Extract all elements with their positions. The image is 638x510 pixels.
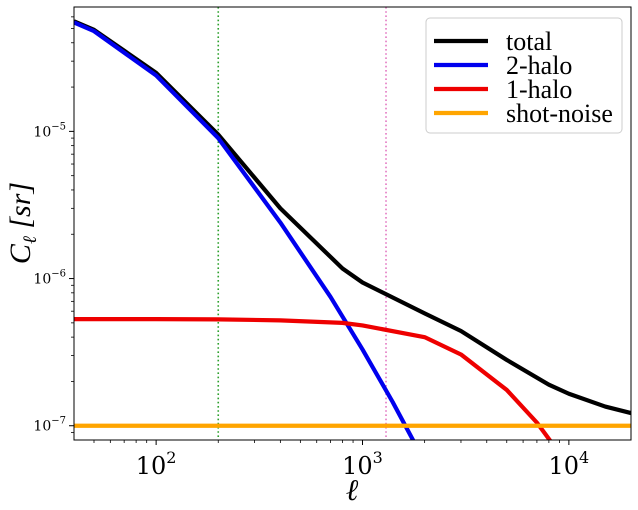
y-axis-label-unit: [sr] [4,182,37,229]
legend-label-1-halo: 1-halo [506,75,572,104]
series-line-1-halo [74,317,553,440]
plot-frame [73,6,632,441]
legend-label-shot-noise: shot-noise [506,99,613,128]
legend-label-total: total [506,27,552,56]
y-tick-label: 10−5 [33,121,66,140]
legend-box [425,17,623,134]
y-axis-label-symbol: C [4,243,37,264]
series-line-2-halo [74,20,416,440]
y-tick-label: 10−7 [33,416,66,435]
y-tick-label: 10−6 [33,269,66,288]
y-axis-label: Cℓ [sr] [4,182,41,264]
x-tick-label: 103 [342,448,383,480]
x-tick-label: 102 [136,448,177,480]
x-tick-label: 104 [549,448,590,480]
x-axis-label: ℓ [346,474,359,507]
legend-label-2-halo: 2-halo [506,51,572,80]
y-axis-label-subscript: ℓ [20,236,41,244]
